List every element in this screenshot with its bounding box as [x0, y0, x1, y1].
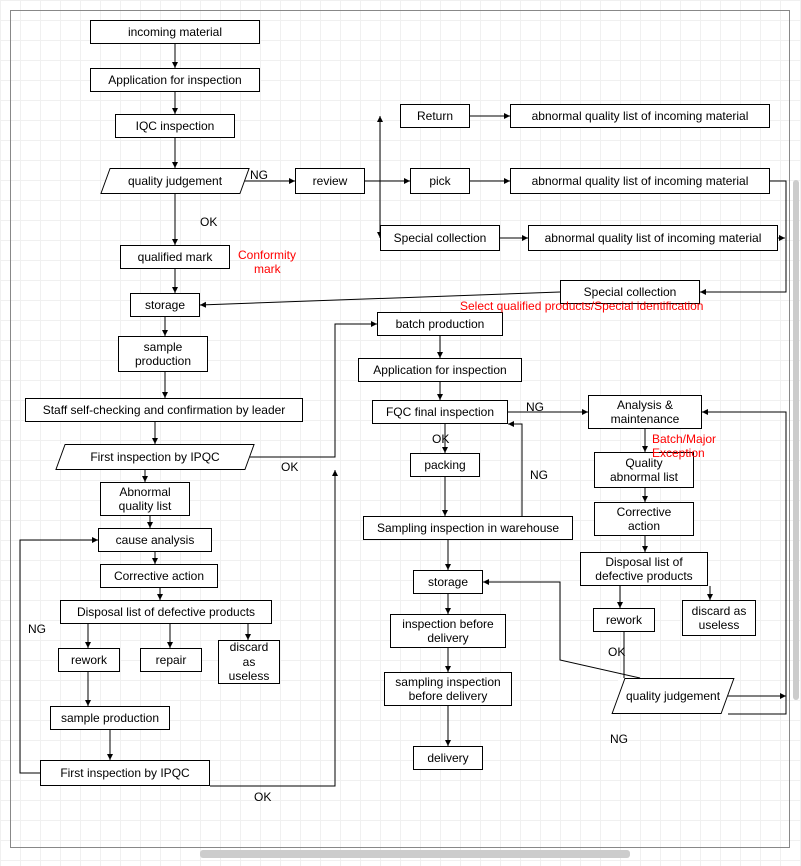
node-special_col: Special collection [380, 225, 500, 251]
v-scrollbar[interactable] [793, 180, 799, 700]
label-mark: mark [254, 262, 281, 276]
node-cause: cause analysis [98, 528, 212, 552]
node-storage2: storage [413, 570, 483, 594]
label-ok2: OK [432, 432, 449, 446]
node-sample_prod: sample production [118, 336, 208, 372]
node-qjudge2: quality judgement [618, 678, 728, 714]
label-ng1: NG [250, 168, 268, 182]
node-staff: Staff self-checking and confirmation by … [25, 398, 303, 422]
label-ng5: NG [610, 732, 628, 746]
node-app_insp2: Application for inspection [358, 358, 522, 382]
node-fqc: FQC final inspection [372, 400, 508, 424]
node-app_insp1: Application for inspection [90, 68, 260, 92]
node-packing: packing [410, 453, 480, 477]
node-corrective1: Corrective action [100, 564, 218, 588]
node-disposal2: Disposal list of defective products [580, 552, 708, 586]
label-ok5: OK [254, 790, 271, 804]
label-ng4: NG [28, 622, 46, 636]
node-abn_qlist: Abnormal quality list [100, 482, 190, 516]
node-samp_deliv: sampling inspection before delivery [384, 672, 512, 706]
node-delivery: delivery [413, 746, 483, 770]
label-batch_major: Batch/Major [652, 432, 716, 446]
node-qualified: qualified mark [120, 245, 230, 269]
node-ipqc1: First inspection by IPQC [60, 444, 250, 470]
node-discard2: discard as useless [682, 600, 756, 636]
node-sample_prod2: sample production [50, 706, 170, 730]
label-conformity: Conformity [238, 248, 296, 262]
node-rework1: rework [58, 648, 120, 672]
node-return: Return [400, 104, 470, 128]
label-ng2: NG [526, 400, 544, 414]
node-corrective2: Corrective action [594, 502, 694, 536]
node-rework2: rework [593, 608, 655, 632]
label-ng3: NG [530, 468, 548, 482]
node-iqc: IQC inspection [115, 114, 235, 138]
node-qjudge1: quality judgement [105, 168, 245, 194]
node-incoming: incoming material [90, 20, 260, 44]
label-select: Select qualified products/Special identi… [460, 299, 703, 313]
h-scrollbar[interactable] [200, 850, 630, 858]
label-ok3: OK [281, 460, 298, 474]
label-ok4: OK [608, 645, 625, 659]
node-insp_deliv: inspection before delivery [390, 614, 506, 648]
node-repair: repair [140, 648, 202, 672]
node-discard1: discard as useless [218, 640, 280, 684]
node-storage1: storage [130, 293, 200, 317]
node-review: review [295, 168, 365, 194]
label-ok1: OK [200, 215, 217, 229]
node-ipqc2: First inspection by IPQC [40, 760, 210, 786]
node-pick: pick [410, 168, 470, 194]
node-analysis: Analysis & maintenance [588, 395, 702, 429]
node-abn2: abnormal quality list of incoming materi… [510, 168, 770, 194]
node-sampling_wh: Sampling inspection in warehouse [363, 516, 573, 540]
node-batch_prod: batch production [377, 312, 503, 336]
label-exception: Exception [652, 446, 705, 460]
node-abn3: abnormal quality list of incoming materi… [528, 225, 778, 251]
node-disposal1: Disposal list of defective products [60, 600, 272, 624]
node-abn1: abnormal quality list of incoming materi… [510, 104, 770, 128]
